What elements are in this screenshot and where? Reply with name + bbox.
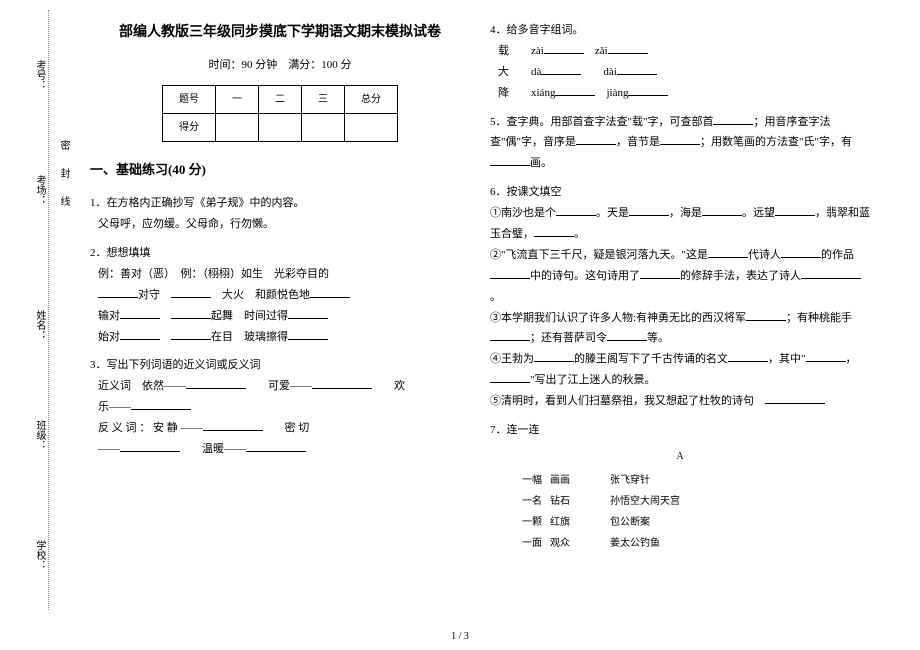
question-1: 1．在方格内正确抄写《弟子规》中的内容。 父母呼，应勿缓。父母命，行勿懒。 [90, 193, 470, 235]
question-5: 5．查字典。用部首查字法查"载"字，可查部首；用音序查字法查"偶"字，音序是，音… [490, 112, 870, 175]
q7-num: 7．连一连 [490, 420, 870, 441]
match-head: A [490, 447, 870, 466]
question-6: 6．按课文填空 ①南沙也是个。天是，海是。远望，翡翠和蓝玉合璧，。 ②"飞流直下… [490, 182, 870, 412]
content-area: 部编人教版三年级同步摸底下学期语文期末模拟试卷 时间：90 分钟 满分：100 … [80, 0, 900, 572]
q6-num: 6．按课文填空 [490, 182, 870, 203]
section-a-title: 一、基础练习(40 分) [90, 158, 470, 183]
label-school: 学校： [32, 540, 47, 570]
q2-num: 2．想想填填 [90, 243, 470, 264]
dotted-line [48, 10, 49, 610]
left-column: 部编人教版三年级同步摸底下学期语文期末模拟试卷 时间：90 分钟 满分：100 … [80, 0, 480, 572]
seal-text: 密封线 [56, 140, 71, 224]
th-num: 题号 [163, 86, 216, 114]
binding-sidebar: 考号： 考场： 姓名： 班级： 学校： 密封线 [0, 0, 70, 620]
label-name: 姓名： [32, 310, 47, 340]
label-class: 班级： [32, 420, 47, 450]
paper-title: 部编人教版三年级同步摸底下学期语文期末模拟试卷 [90, 20, 470, 47]
label-room: 考场： [32, 175, 47, 205]
q1-num: 1．在方格内正确抄写《弟子规》中的内容。 [90, 193, 470, 214]
td-score: 得分 [163, 114, 216, 142]
question-7: 7．连一连 A 一幅画画张飞穿针 一名钻石孙悟空大闹天宫 一颗红旗包公断案 一面… [490, 420, 870, 554]
q2-example: 例：善对（恶） 例：（栩栩）如生 光彩夺目的 [90, 264, 470, 285]
right-column: 4．给多音字组词。 载 zài zǎi 大 dà dài 降 xiáng jià… [480, 0, 880, 572]
question-2: 2．想想填填 例：善对（恶） 例：（栩栩）如生 光彩夺目的 对守 大火 和颜悦色… [90, 243, 470, 347]
q3-num: 3．写出下列词语的近义词或反义词 [90, 355, 470, 376]
match-area: A 一幅画画张飞穿针 一名钻石孙悟空大闹天宫 一颗红旗包公断案 一面观众姜太公钓… [490, 447, 870, 554]
q1-text: 父母呼，应勿缓。父母命，行勿懒。 [90, 214, 470, 235]
match-row: 一名钻石孙悟空大闹天宫 [490, 491, 870, 512]
th-total: 总分 [345, 86, 398, 114]
question-4: 4．给多音字组词。 载 zài zǎi 大 dà dài 降 xiáng jià… [490, 20, 870, 104]
match-row: 一颗红旗包公断案 [490, 512, 870, 533]
th-2: 二 [259, 86, 302, 114]
match-row: 一幅画画张飞穿针 [490, 470, 870, 491]
th-3: 三 [302, 86, 345, 114]
match-row: 一面观众姜太公钓鱼 [490, 533, 870, 554]
question-3: 3．写出下列词语的近义词或反义词 近义词 依然—— 可爱—— 欢 乐—— 反 义… [90, 355, 470, 459]
label-examno: 考号： [32, 60, 47, 90]
paper-subtitle: 时间：90 分钟 满分：100 分 [90, 55, 470, 76]
th-1: 一 [216, 86, 259, 114]
q4-num: 4．给多音字组词。 [490, 20, 870, 41]
page-number: 1 / 3 [451, 631, 469, 642]
score-table: 题号 一 二 三 总分 得分 [162, 85, 398, 142]
